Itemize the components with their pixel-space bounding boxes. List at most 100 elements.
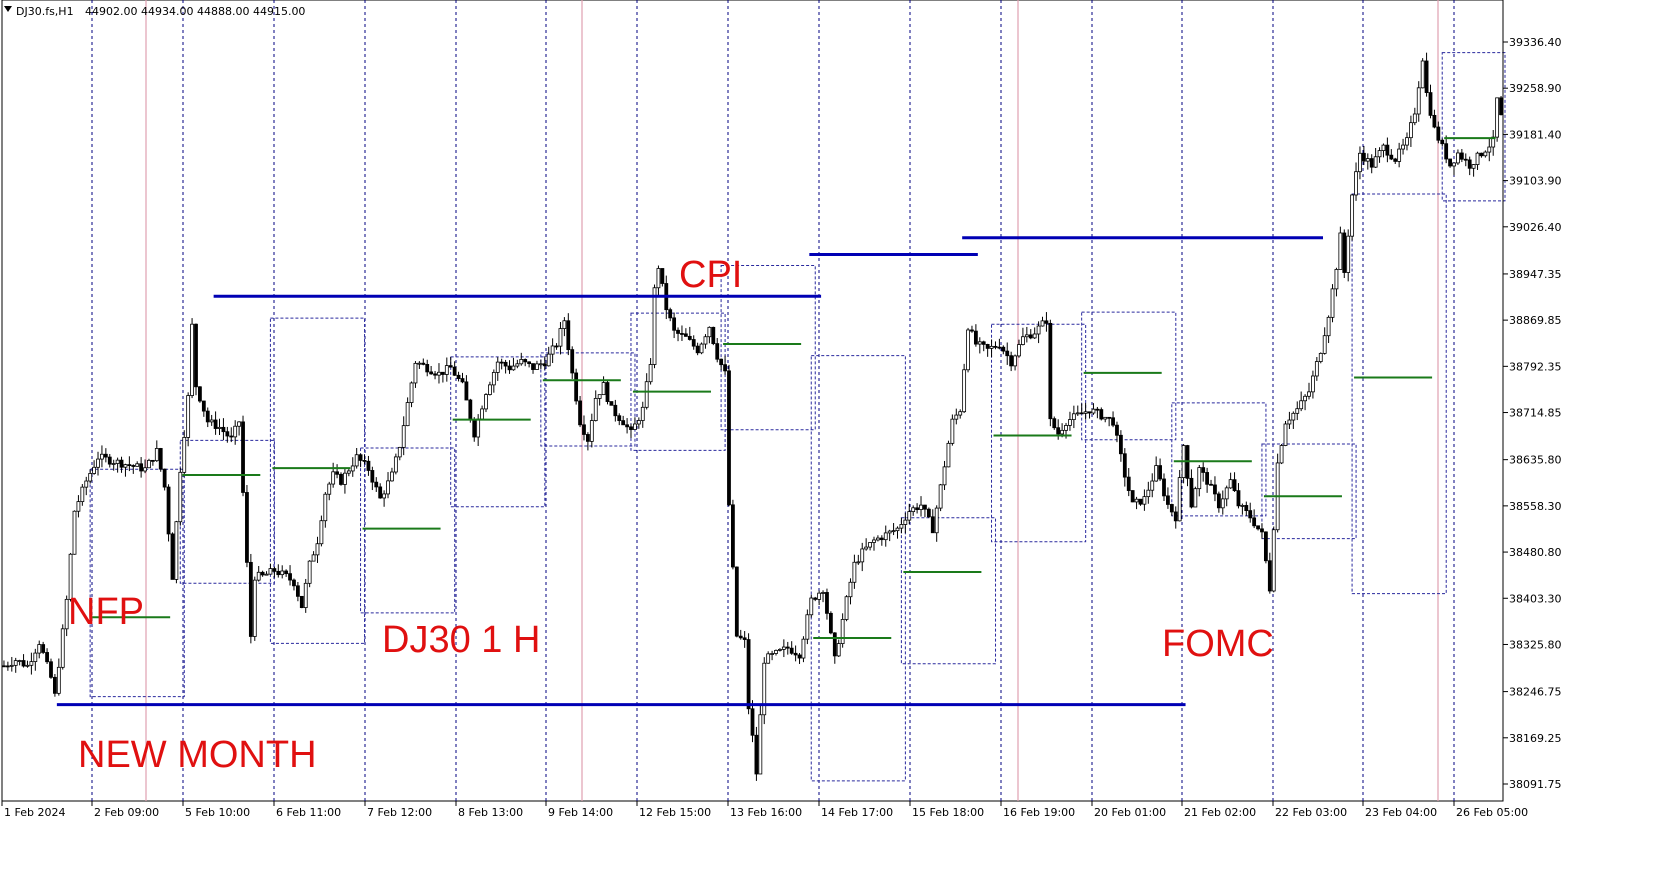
candle-body <box>1409 122 1413 139</box>
candle-body <box>691 339 696 347</box>
x-tick-label: 9 Feb 14:00 <box>548 806 613 819</box>
candle-body <box>1107 416 1112 419</box>
candle-body <box>923 504 927 510</box>
candle-body <box>1240 505 1245 507</box>
candle-body <box>727 370 731 506</box>
candle-body <box>1162 478 1166 497</box>
candle-body <box>468 399 473 420</box>
candle-body <box>103 453 108 458</box>
candle-body <box>1318 352 1323 362</box>
candle-body <box>229 435 234 438</box>
candle-body <box>1291 412 1296 421</box>
candle-body <box>1201 467 1206 473</box>
candle-body <box>515 363 520 367</box>
candle-body <box>625 424 629 428</box>
candle-body <box>1040 320 1045 327</box>
candle-body <box>1267 560 1272 592</box>
candle-body <box>107 456 112 465</box>
candle-body <box>88 473 93 482</box>
candle-body <box>1436 126 1441 141</box>
candle-body <box>327 483 332 495</box>
candle-body <box>766 653 771 664</box>
candle-body <box>1248 510 1253 519</box>
candle-body <box>72 510 77 555</box>
candle-body <box>1314 361 1319 377</box>
candle-body <box>1044 320 1049 324</box>
candle-body <box>186 395 191 438</box>
candle-body <box>1154 465 1159 482</box>
candle-body <box>154 448 159 462</box>
annotation-dj30: DJ30 1 H <box>382 619 540 661</box>
candle-body <box>1303 395 1307 402</box>
y-tick-label: 39258.90 <box>1509 82 1562 95</box>
range-box <box>810 355 906 782</box>
candle-body <box>1001 346 1006 352</box>
candle-body <box>374 481 379 488</box>
candle-body <box>1475 152 1480 165</box>
candle-body <box>864 546 869 550</box>
candle-body <box>495 361 500 373</box>
candle-body <box>190 323 194 396</box>
candle-body <box>711 326 716 345</box>
candle-body <box>1412 113 1417 124</box>
candle-body <box>860 548 865 563</box>
candle-body <box>676 329 680 334</box>
candle-body <box>1459 152 1464 160</box>
candle-body <box>1213 484 1217 495</box>
candle-body <box>33 652 38 663</box>
candle-body <box>464 381 469 401</box>
candle-body <box>750 708 755 736</box>
candle-body <box>738 635 743 639</box>
range-boxes <box>89 52 1506 782</box>
y-tick-label: 38246.75 <box>1509 686 1562 699</box>
candle-body <box>934 507 939 534</box>
candle-body <box>989 345 994 349</box>
candle-body <box>390 471 394 482</box>
candle-body <box>421 362 426 365</box>
candle-body <box>393 456 398 473</box>
range-box <box>991 323 1087 543</box>
candle-body <box>1393 158 1398 162</box>
candle-body <box>789 647 794 654</box>
candle-body <box>542 363 547 367</box>
triangle-down-icon[interactable] <box>4 6 12 12</box>
candle-body <box>597 394 602 399</box>
candle-body <box>1346 235 1351 273</box>
candle-body <box>1369 158 1374 168</box>
candle-body <box>950 418 955 444</box>
time-axis: 1 Feb 2024 2 Feb 09:00 5 Feb 10:00 6 Feb 11… <box>1 801 1528 819</box>
candle-body <box>746 639 751 710</box>
candle-body <box>1024 334 1029 338</box>
y-tick-label: 38558.30 <box>1509 500 1562 513</box>
candle-body <box>233 425 238 438</box>
x-tick-label: 2 Feb 09:00 <box>94 806 159 819</box>
candle-body <box>127 464 132 467</box>
candle-body <box>570 349 575 374</box>
candle-body <box>1021 336 1025 345</box>
candle-body <box>370 470 375 483</box>
candle-body <box>452 366 457 376</box>
candle-body <box>734 566 739 637</box>
range-box <box>630 312 726 451</box>
candle-body <box>1271 529 1276 592</box>
candle-body <box>292 579 296 587</box>
range-box <box>1441 52 1506 202</box>
x-tick-label: 26 Feb 05:00 <box>1456 806 1528 819</box>
annotation-new-month: NEW MONTH <box>78 734 317 776</box>
candle-body <box>315 543 320 556</box>
candle-body <box>535 363 539 370</box>
candle-body <box>1307 391 1311 397</box>
candle-body <box>213 419 218 429</box>
candle-body <box>135 463 140 467</box>
candle-body <box>1009 355 1014 367</box>
candle-body <box>538 363 543 366</box>
candle-body <box>629 426 633 430</box>
candle-body <box>80 486 85 503</box>
price-axis: 39336.40 39258.90 39181.40 39103.90 39026.40… <box>1502 0 1562 801</box>
candle-body <box>930 516 935 534</box>
candle-body <box>876 537 880 541</box>
candle-body <box>1487 146 1492 153</box>
candle-body <box>915 507 920 510</box>
candle-body <box>299 595 304 609</box>
